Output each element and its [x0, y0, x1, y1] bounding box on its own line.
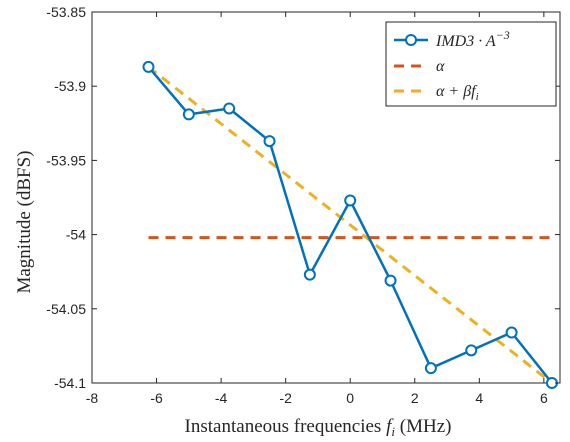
y-tick-label-5: -54.1 — [54, 375, 86, 391]
ticks: -8 -6 -4 -2 0 2 4 6 -53.85 -53.9 -53.95 -54 -54.05 -5… — [46, 4, 560, 406]
x-axis-label-sub: i — [391, 424, 395, 439]
series-0-point-4 — [303, 268, 316, 281]
series-0-point-6 — [384, 274, 397, 287]
series-0-point-9 — [505, 326, 518, 339]
legend-entry-fit: α + βfi — [436, 83, 479, 103]
legend-entry-fit-sub: i — [476, 91, 479, 103]
legend-entry-imd3-sup: −3 — [496, 28, 510, 42]
legend-entry-alpha: α — [436, 58, 445, 75]
x-axis-label-unit: (MHz) — [395, 416, 451, 437]
y-tick-label-2: -53.95 — [46, 152, 86, 168]
x-tick-label-6: 4 — [475, 390, 483, 406]
y-tick-label-1: -53.9 — [54, 78, 86, 94]
x-tick-label-3: -2 — [279, 390, 292, 406]
series-0-point-3 — [263, 135, 276, 148]
x-axis-label: Instantaneous frequencies fi (MHz) — [185, 416, 452, 439]
legend: IMD3 · A−3 α α + βfi — [385, 21, 557, 107]
plot-frame — [91, 11, 561, 384]
y-tick-label-3: -54 — [66, 227, 86, 243]
x-axis-label-var: f — [386, 416, 394, 437]
series-0-point-1 — [182, 108, 195, 121]
series-line-2 — [147, 65, 553, 385]
series-0-point-2 — [223, 102, 236, 115]
x-tick-label-5: 2 — [411, 390, 419, 406]
series-0-point-5 — [344, 194, 357, 207]
series-0-point-8 — [465, 344, 478, 357]
series-0-point-7 — [424, 362, 437, 375]
legend-entry-fit-main: α + βf — [436, 83, 478, 100]
x-tick-label-1: -6 — [150, 390, 163, 406]
x-tick-label-7: 6 — [540, 390, 548, 406]
series-0-point-0 — [142, 60, 155, 73]
legend-entry-imd3-main: IMD3 · A — [435, 33, 496, 50]
legend-marker-imd3 — [405, 34, 417, 46]
x-tick-label-2: -4 — [215, 390, 228, 406]
x-tick-label-0: -8 — [86, 390, 99, 406]
y-tick-label-4: -54.05 — [46, 301, 86, 317]
x-tick-label-4: 0 — [346, 390, 354, 406]
series-layer — [142, 60, 558, 389]
legend-entry-imd3: IMD3 · A−3 — [435, 28, 510, 50]
x-axis-label-main: Instantaneous frequencies — [185, 416, 387, 437]
y-axis-label: Magnitude (dBFS) — [14, 150, 35, 293]
y-tick-label-0: -53.85 — [46, 4, 86, 20]
